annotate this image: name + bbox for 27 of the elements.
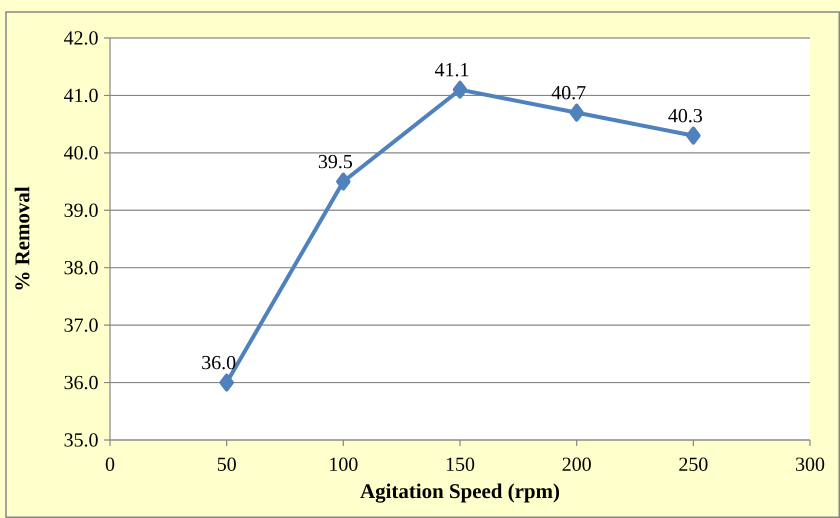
x-axis-title: Agitation Speed (rpm) [360, 484, 560, 503]
y-tick-label: 37.0 [64, 318, 98, 332]
x-tick-label: 50 [218, 458, 236, 471]
data-label: 40.3 [668, 108, 702, 122]
y-tick-label: 39.0 [64, 204, 98, 218]
point [569, 104, 584, 122]
y-tick-label: 41.0 [64, 88, 98, 102]
point [452, 80, 468, 99]
point [686, 126, 701, 145]
x-tick-label: 150 [446, 458, 474, 471]
data-label: 41.1 [434, 63, 468, 76]
point [336, 172, 351, 191]
data-label: 40.7 [552, 86, 586, 100]
x-tick-label: 200 [562, 458, 591, 471]
y-tick-label: 38.0 [64, 260, 98, 274]
y-axis-title: % Removal [14, 186, 30, 290]
x-tick-label: 0 [106, 458, 114, 471]
data-label: 36.0 [202, 356, 236, 370]
y-tick-label: 35.0 [64, 433, 98, 447]
x-tick-label: 100 [330, 458, 358, 471]
x-tick-label: 250 [679, 458, 708, 471]
point [219, 374, 234, 392]
y-tick-label: 40.0 [64, 146, 98, 160]
data-label: 39.5 [318, 154, 352, 168]
y-tick-label: 36.0 [64, 376, 98, 390]
x-tick-label: 300 [796, 458, 824, 471]
y-tick-label: 42.0 [64, 31, 98, 45]
